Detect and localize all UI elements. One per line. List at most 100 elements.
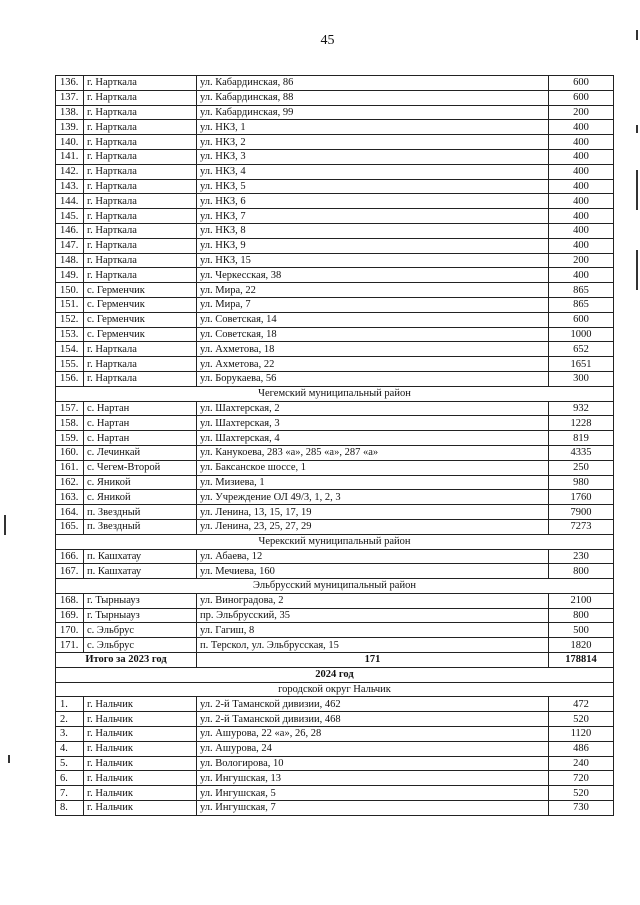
address-cell: ул. Шахтерская, 4 bbox=[196, 430, 549, 446]
scan-artifact bbox=[636, 125, 638, 133]
row-number: 165. bbox=[55, 518, 84, 535]
row-number: 153. bbox=[55, 326, 84, 343]
scan-artifact bbox=[4, 515, 6, 535]
settlement-cell: с. Эльбрус bbox=[83, 622, 197, 639]
address-cell: ул. Ахметова, 22 bbox=[196, 356, 549, 372]
row-number: 149. bbox=[55, 267, 84, 284]
value-cell: 1760 bbox=[548, 489, 614, 506]
address-cell: ул. Ашурова, 24 bbox=[196, 740, 549, 757]
settlement-cell: г. Нарткала bbox=[83, 163, 197, 180]
value-cell: 800 bbox=[548, 563, 614, 580]
row-number: 143. bbox=[55, 178, 84, 195]
total-row: Итого за 2023 год 171 178814 bbox=[55, 652, 614, 668]
row-number: 152. bbox=[55, 311, 84, 328]
row-number: 162. bbox=[55, 474, 84, 491]
table-row: 6. г. Нальчик ул. Ингушская, 13 720 bbox=[55, 770, 614, 787]
address-cell: ул. Черкесская, 38 bbox=[196, 267, 549, 284]
settlement-cell: г. Нарткала bbox=[83, 370, 197, 387]
settlement-cell: с. Нартан bbox=[83, 430, 197, 446]
settlement-cell: с. Нартан bbox=[83, 400, 197, 417]
table-row: 143. г. Нарткала ул. НКЗ, 5 400 bbox=[55, 178, 614, 195]
settlement-cell: с. Герменчик bbox=[83, 326, 197, 343]
table-row: 144. г. Нарткала ул. НКЗ, 6 400 bbox=[55, 193, 614, 210]
table-row: 165. п. Звездный ул. Ленина, 23, 25, 27, 2… bbox=[55, 518, 614, 535]
value-cell: 400 bbox=[548, 148, 614, 165]
address-cell: ул. Вологирова, 10 bbox=[196, 755, 549, 772]
row-number: 7. bbox=[55, 785, 84, 802]
value-cell: 400 bbox=[548, 222, 614, 239]
value-cell: 865 bbox=[548, 296, 614, 313]
address-cell: ул. Мечиева, 160 bbox=[196, 563, 549, 580]
address-cell: ул. Учреждение ОЛ 49/3, 1, 2, 3 bbox=[196, 489, 549, 506]
address-cell: ул. Шахтерская, 3 bbox=[196, 415, 549, 432]
row-number: 169. bbox=[55, 607, 84, 624]
table-row: 140. г. Нарткала ул. НКЗ, 2 400 bbox=[55, 134, 614, 150]
row-number: 155. bbox=[55, 356, 84, 372]
table-row: 162. с. Яникой ул. Мизиева, 1 980 bbox=[55, 474, 614, 491]
settlement-cell: г. Нарткала bbox=[83, 222, 197, 239]
row-number: 156. bbox=[55, 370, 84, 387]
row-number: 6. bbox=[55, 770, 84, 787]
table-row: 154. г. Нарткала ул. Ахметова, 18 652 bbox=[55, 341, 614, 358]
value-cell: 720 bbox=[548, 770, 614, 787]
settlement-cell: г. Нарткала bbox=[83, 148, 197, 165]
value-cell: 400 bbox=[548, 119, 614, 136]
value-cell: 230 bbox=[548, 548, 614, 565]
row-number: 148. bbox=[55, 252, 84, 269]
value-cell: 1120 bbox=[548, 726, 614, 742]
address-cell: ул. Шахтерская, 2 bbox=[196, 400, 549, 417]
settlement-cell: г. Нарткала bbox=[83, 178, 197, 195]
table-row: 160. с. Лечинкай ул. Канукоева, 283 «а», 2… bbox=[55, 444, 614, 461]
row-number: 166. bbox=[55, 548, 84, 565]
row-number: 163. bbox=[55, 489, 84, 506]
section-header-row: городской округ Нальчик bbox=[55, 681, 614, 698]
address-cell: ул. 2-й Таманской дивизии, 468 bbox=[196, 711, 549, 728]
table-row: 150. с. Герменчик ул. Мира, 22 865 bbox=[55, 282, 614, 298]
value-cell: 7273 bbox=[548, 518, 614, 535]
value-cell: 250 bbox=[548, 459, 614, 476]
settlement-cell: п. Кашхатау bbox=[83, 548, 197, 565]
table-row: 167. п. Кашхатау ул. Мечиева, 160 800 bbox=[55, 563, 614, 580]
value-cell: 500 bbox=[548, 622, 614, 639]
table-row: 7. г. Нальчик ул. Ингушская, 5 520 bbox=[55, 785, 614, 802]
housing-table: 136. г. Нарткала ул. Кабардинская, 86 600 13… bbox=[55, 75, 614, 816]
value-cell: 1651 bbox=[548, 356, 614, 372]
row-number: 138. bbox=[55, 104, 84, 121]
row-number: 3. bbox=[55, 726, 84, 742]
settlement-cell: г. Тырныауз bbox=[83, 592, 197, 609]
row-number: 147. bbox=[55, 237, 84, 254]
settlement-cell: г. Нальчик bbox=[83, 711, 197, 728]
value-cell: 400 bbox=[548, 208, 614, 224]
table-row: 166. п. Кашхатау ул. Абаева, 12 230 bbox=[55, 548, 614, 565]
value-cell: 520 bbox=[548, 711, 614, 728]
settlement-cell: г. Нарткала bbox=[83, 193, 197, 210]
table-row: 137. г. Нарткала ул. Кабардинская, 88 600 bbox=[55, 89, 614, 106]
value-cell: 652 bbox=[548, 341, 614, 358]
total-value: 178814 bbox=[548, 652, 614, 668]
row-number: 159. bbox=[55, 430, 84, 446]
table-row: 157. с. Нартан ул. Шахтерская, 2 932 bbox=[55, 400, 614, 417]
row-number: 144. bbox=[55, 193, 84, 210]
address-cell: ул. НКЗ, 3 bbox=[196, 148, 549, 165]
table-row: 156. г. Нарткала ул. Борукаева, 56 300 bbox=[55, 370, 614, 387]
value-cell: 800 bbox=[548, 607, 614, 624]
scan-artifact bbox=[8, 755, 10, 763]
value-cell: 932 bbox=[548, 400, 614, 417]
row-number: 161. bbox=[55, 459, 84, 476]
row-number: 8. bbox=[55, 800, 84, 816]
settlement-cell: с. Нартан bbox=[83, 415, 197, 432]
address-cell: п. Терскол, ул. Эльбрусская, 15 bbox=[196, 637, 549, 654]
value-cell: 819 bbox=[548, 430, 614, 446]
scan-artifact bbox=[636, 170, 638, 210]
settlement-cell: с. Герменчик bbox=[83, 282, 197, 298]
settlement-cell: г. Нарткала bbox=[83, 104, 197, 121]
section-header: городской округ Нальчик bbox=[55, 681, 614, 698]
address-cell: ул. НКЗ, 6 bbox=[196, 193, 549, 210]
settlement-cell: г. Нальчик bbox=[83, 696, 197, 713]
address-cell: ул. НКЗ, 1 bbox=[196, 119, 549, 136]
value-cell: 7900 bbox=[548, 504, 614, 520]
section-header-row: Черекский муниципальный район bbox=[55, 533, 614, 550]
value-cell: 400 bbox=[548, 163, 614, 180]
table-row: 138. г. Нарткала ул. Кабардинская, 99 200 bbox=[55, 104, 614, 121]
value-cell: 600 bbox=[548, 311, 614, 328]
